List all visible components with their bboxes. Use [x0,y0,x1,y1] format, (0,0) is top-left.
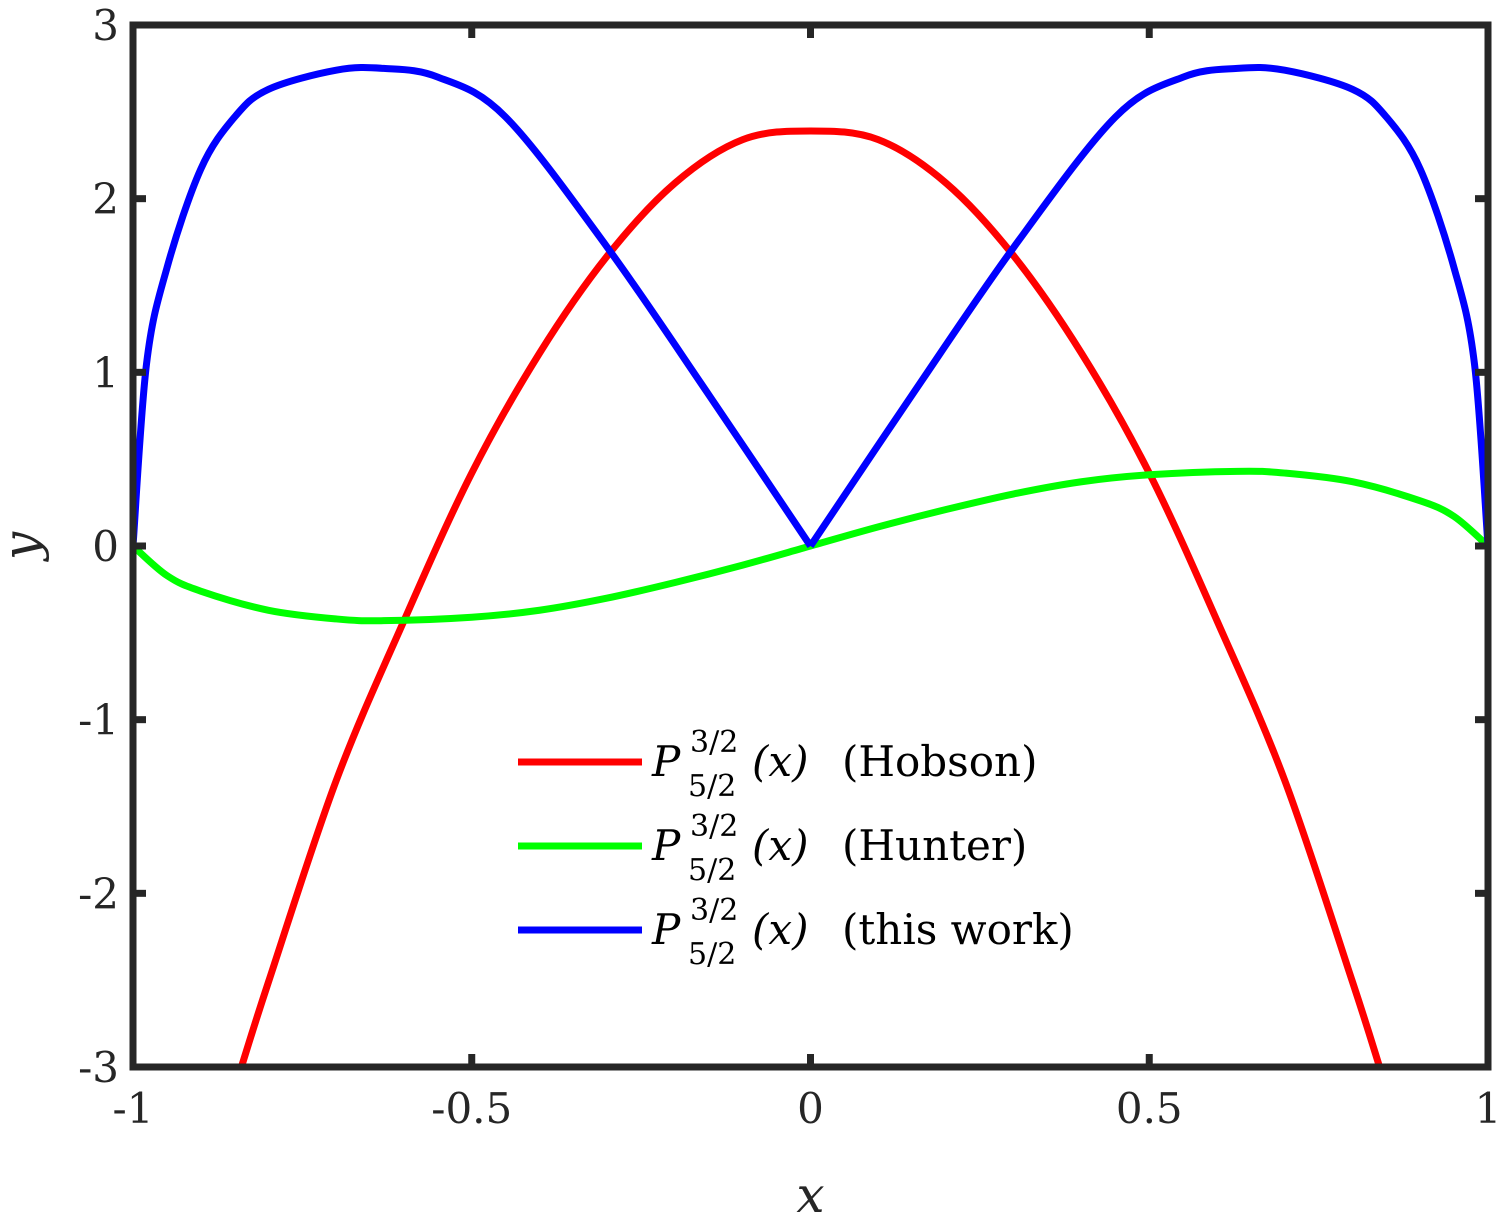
legend-entry-3: P 3/2 5/2 (x) (this work) [651,893,1074,972]
legend-math-arg: (x) [752,905,808,954]
legend-math-arg: (x) [752,821,808,870]
y-tick-label: -1 [78,696,119,745]
legend-math-base: P [651,905,681,954]
y-tick-label: 0 [92,522,119,571]
x-tick-label: 1 [1475,1084,1499,1133]
legend-label-2: (Hunter) [842,821,1027,870]
ticks-layer [129,21,1492,1071]
x-tick-label: 0.5 [1116,1084,1183,1133]
series-line-1 [238,127,1383,1067]
y-tick-label: 2 [92,175,119,224]
legend-math-sub: 5/2 [688,937,736,972]
legend-math-sup: 3/2 [690,725,738,760]
x-tick-label: -0.5 [431,1084,512,1133]
series-line-3 [133,64,1488,548]
legend-entry-1: P 3/2 5/2 (x) (Hobson) [651,725,1037,804]
series-layer [133,64,1488,1067]
legend-math-sub: 5/2 [688,853,736,888]
legend-math-sub: 5/2 [688,769,736,804]
x-axis-label: x [796,1166,824,1218]
legend-math-sup: 3/2 [690,809,738,844]
y-tick-label: 3 [92,1,119,50]
y-tick-label: 1 [92,348,119,397]
legend-math-base: P [651,737,681,786]
legend-math-sup: 3/2 [690,893,738,928]
legend-label-1: (Hobson) [842,737,1037,786]
y-axis-label: y [0,531,50,562]
legend-label-3: (this work) [842,905,1074,954]
y-tick-label: -2 [78,869,119,918]
legend: P 3/2 5/2 (x) (Hobson) P 3/2 5/2 (x) (Hunter) P 3/2… [518,725,1074,972]
legend-math-base: P [651,821,681,870]
legend-math-arg: (x) [752,737,808,786]
y-tick-label: -3 [78,1043,119,1092]
legend-entry-2: P 3/2 5/2 (x) (Hunter) [651,809,1027,888]
x-tick-label: -1 [113,1084,154,1133]
tick-labels-layer: -1 -0.5 0 0.5 1 -3 -2 -1 0 1 2 3 [78,1,1499,1133]
x-tick-label: 0 [797,1084,824,1133]
